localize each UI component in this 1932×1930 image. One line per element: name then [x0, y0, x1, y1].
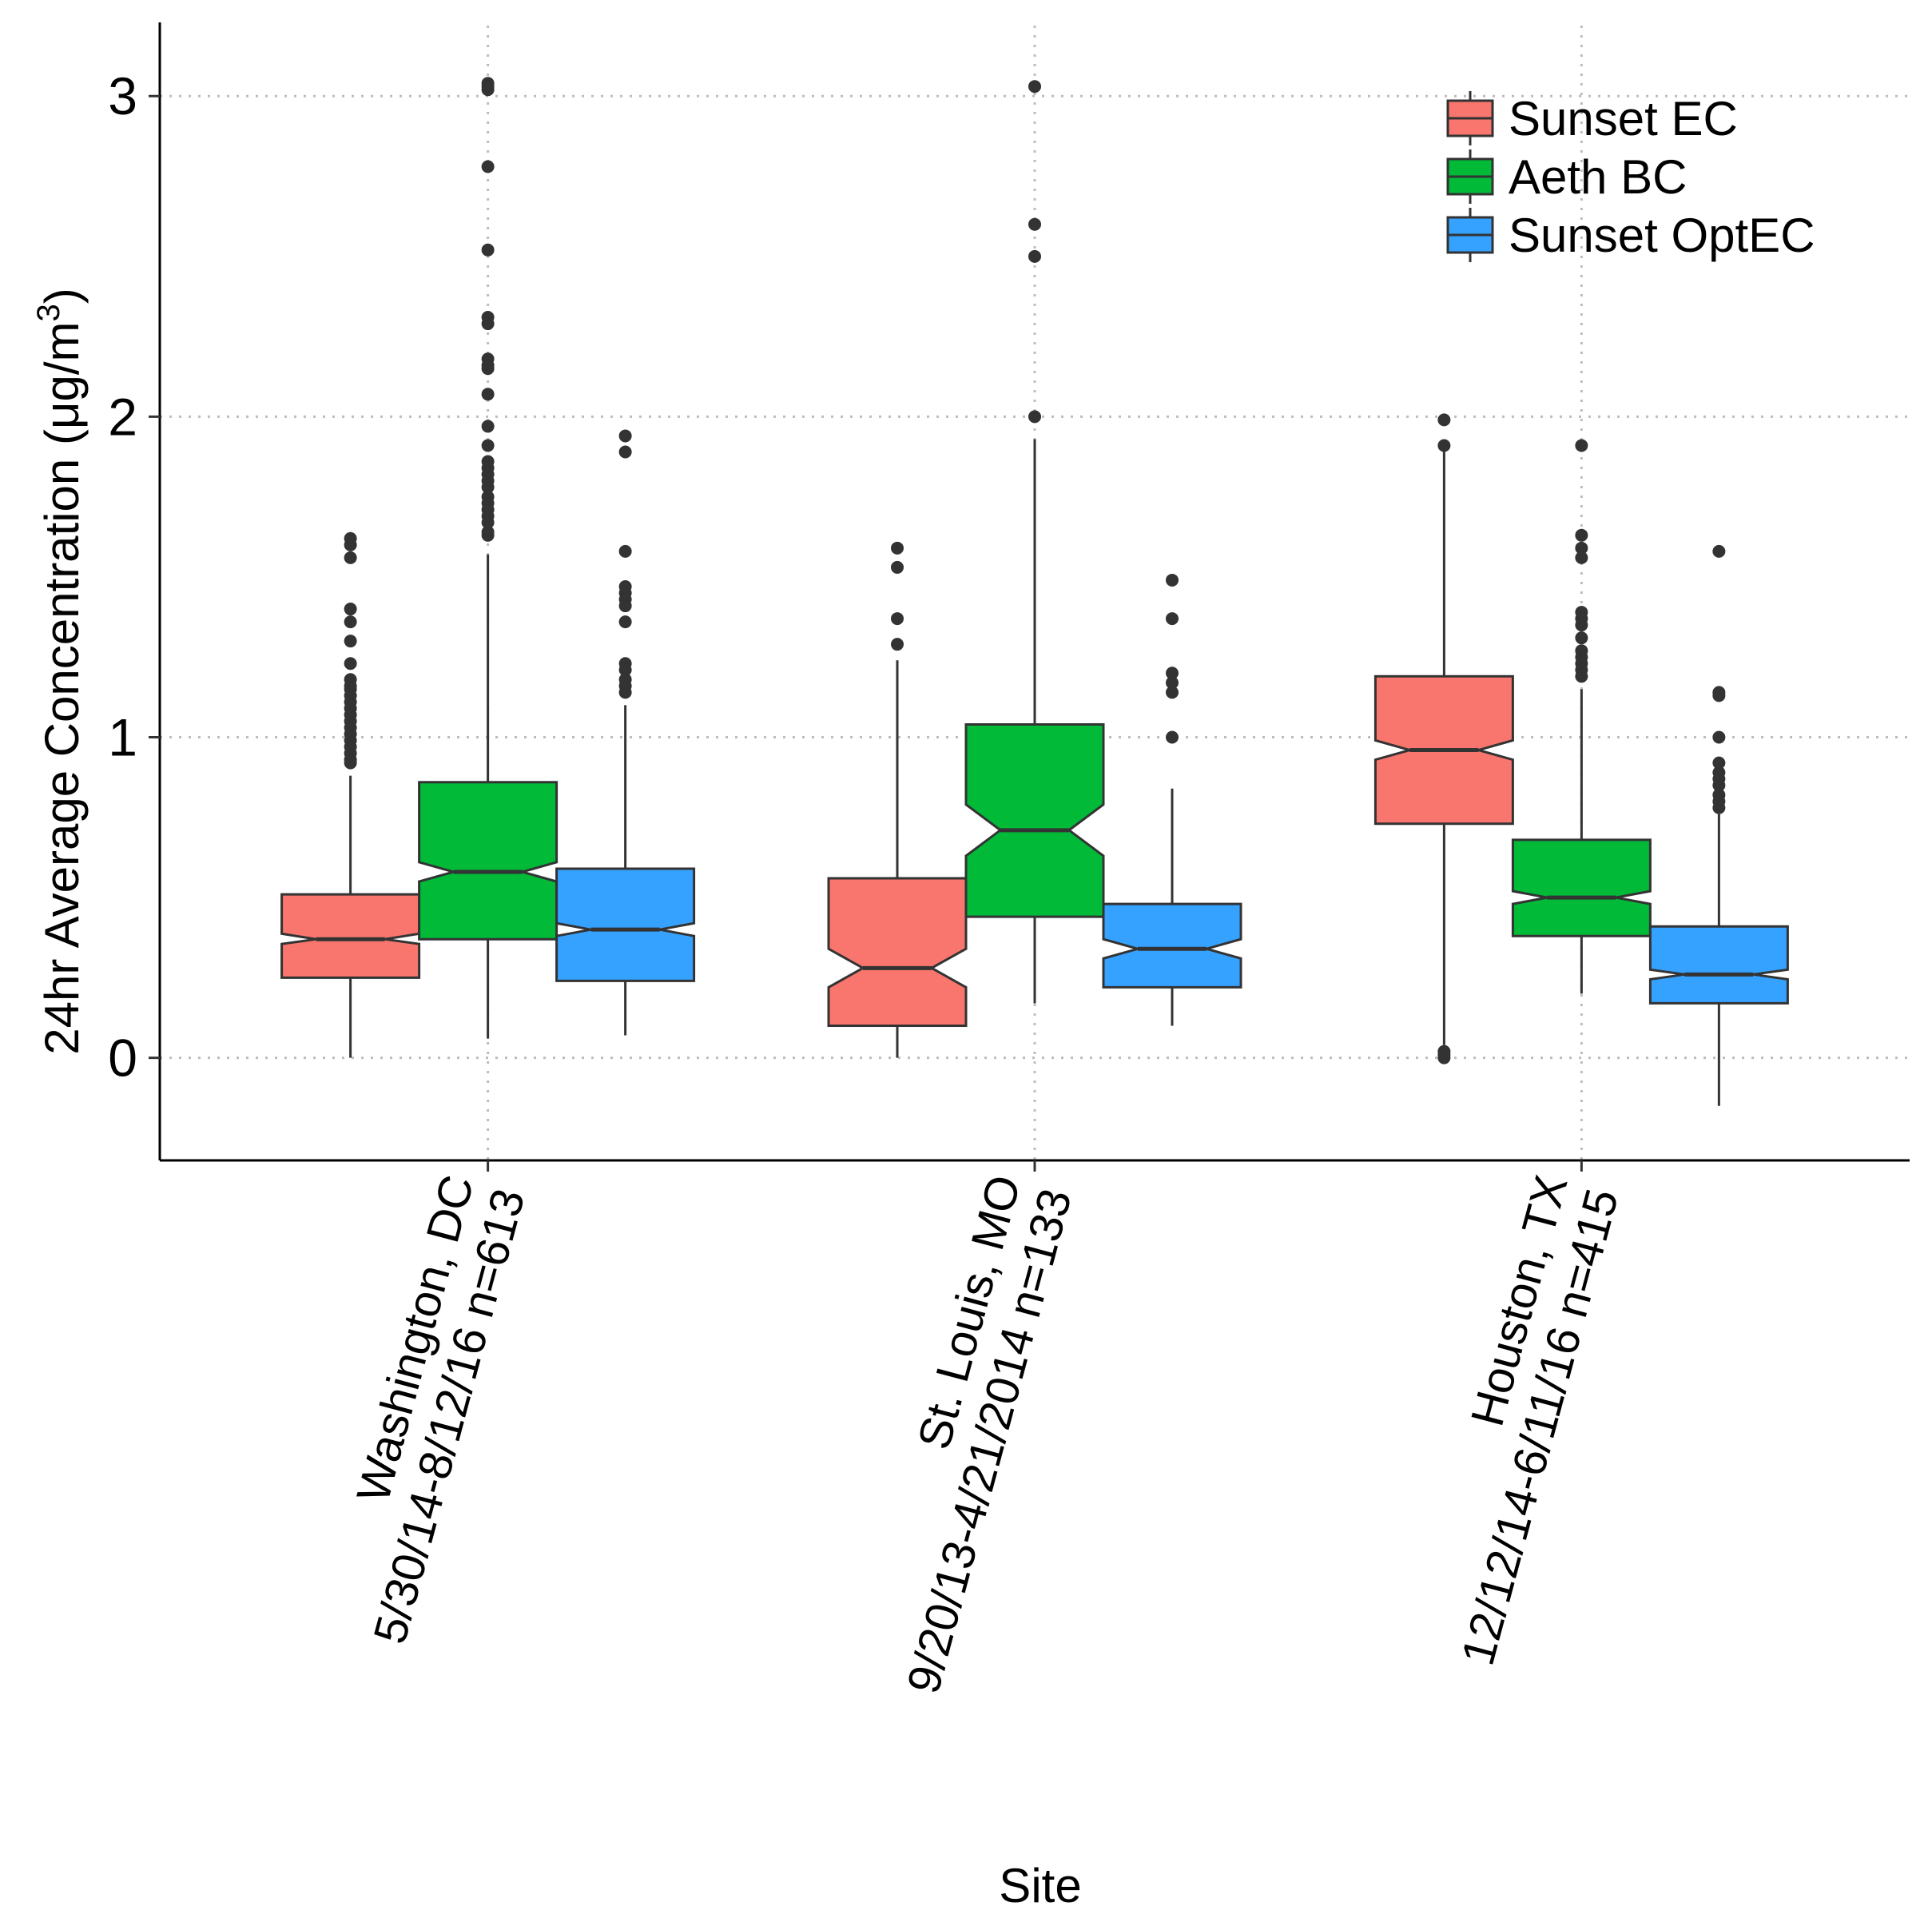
y-axis-title-prefix: 24hr Average Concentration (	[35, 429, 89, 1055]
y-tick-label-2: 2	[108, 387, 137, 446]
outlier-point	[1712, 778, 1726, 792]
outlier-point	[1575, 528, 1588, 542]
y-tick-labels: 0 1 2 3	[108, 66, 137, 1087]
outlier-point	[481, 420, 495, 433]
outlier-point	[481, 515, 495, 529]
box-body	[1648, 925, 1789, 1005]
y-axis-title-unit: μg/m	[35, 321, 89, 429]
y-axis-title: 24hr Average Concentration (μg/m3)	[31, 288, 89, 1055]
outlier-point	[481, 317, 495, 331]
outlier-point	[481, 528, 495, 542]
legend-item: Sunset OptEC	[1446, 208, 1815, 262]
legend-item: Sunset EC	[1446, 91, 1738, 145]
outlier-point	[481, 83, 495, 97]
box-group	[1373, 413, 1514, 1064]
box-body	[1102, 902, 1242, 989]
outlier-point	[344, 603, 357, 616]
box-group	[964, 80, 1105, 1004]
outlier-point	[1437, 413, 1451, 427]
y-axis-title-suffix: )	[35, 288, 89, 304]
box-body	[1511, 838, 1652, 937]
outlier-point	[481, 160, 495, 173]
outlier-point	[1575, 541, 1588, 555]
outlier-point	[618, 429, 632, 443]
outlier-point	[1028, 80, 1041, 94]
outlier-point	[1712, 689, 1726, 702]
outlier-point	[1166, 573, 1179, 587]
outlier-point	[344, 538, 357, 551]
outlier-point	[1575, 619, 1588, 632]
x-axis-title: Site	[999, 1859, 1081, 1912]
outlier-point	[1575, 670, 1588, 683]
y-tick-label-3: 3	[108, 66, 137, 125]
box-body	[827, 877, 968, 1027]
axes	[149, 22, 1910, 1172]
outlier-point	[1575, 631, 1588, 645]
outlier-point	[344, 657, 357, 671]
outlier-point	[618, 445, 632, 459]
y-tick-label-1: 1	[108, 708, 137, 767]
box-group	[1648, 544, 1789, 1106]
outlier-point	[344, 551, 357, 564]
outlier-point	[1437, 1051, 1451, 1064]
outlier-point	[344, 615, 357, 629]
outlier-point	[481, 243, 495, 257]
outlier-point	[1028, 217, 1041, 231]
box-body	[418, 781, 559, 941]
box-group	[555, 429, 696, 1036]
outlier-point	[618, 544, 632, 558]
box-group	[827, 541, 968, 1058]
box-group	[1102, 573, 1242, 1026]
outlier-point	[481, 480, 495, 494]
outlier-point	[618, 663, 632, 677]
outlier-point	[1166, 612, 1179, 626]
outlier-point	[481, 439, 495, 452]
box-body	[280, 893, 421, 979]
box-group	[280, 531, 421, 1058]
outlier-point	[1712, 756, 1726, 770]
outlier-point	[618, 615, 632, 629]
outlier-point	[1166, 730, 1179, 744]
outlier-point	[1575, 439, 1588, 452]
box-body	[555, 867, 696, 982]
outlier-point	[344, 635, 357, 648]
outlier-point	[891, 638, 904, 651]
outlier-point	[344, 756, 357, 770]
y-tick-label-0: 0	[108, 1029, 137, 1088]
outlier-point	[1166, 676, 1179, 690]
outlier-point	[1437, 439, 1451, 452]
box-body	[964, 723, 1105, 918]
legend-label: Sunset EC	[1509, 92, 1738, 145]
box-group	[418, 77, 559, 1039]
outlier-point	[1712, 544, 1726, 558]
outlier-point	[1028, 249, 1041, 263]
legend-label: Aeth BC	[1509, 150, 1687, 204]
outlier-point	[891, 560, 904, 574]
box-series	[280, 77, 1789, 1106]
outlier-point	[891, 541, 904, 555]
outlier-point	[1028, 410, 1041, 424]
outlier-point	[1166, 686, 1179, 699]
outlier-point	[481, 388, 495, 401]
legend-label: Sunset OptEC	[1509, 209, 1815, 262]
outlier-point	[891, 612, 904, 626]
y-axis-title-superscript: 3	[31, 304, 66, 321]
outlier-point	[1575, 551, 1588, 564]
outlier-point	[1712, 730, 1726, 744]
outlier-point	[618, 599, 632, 613]
outlier-point	[1712, 801, 1726, 814]
legend-item: Aeth BC	[1446, 149, 1687, 204]
outlier-point	[481, 362, 495, 376]
outlier-point	[618, 686, 632, 699]
outlier-point	[1166, 667, 1179, 680]
